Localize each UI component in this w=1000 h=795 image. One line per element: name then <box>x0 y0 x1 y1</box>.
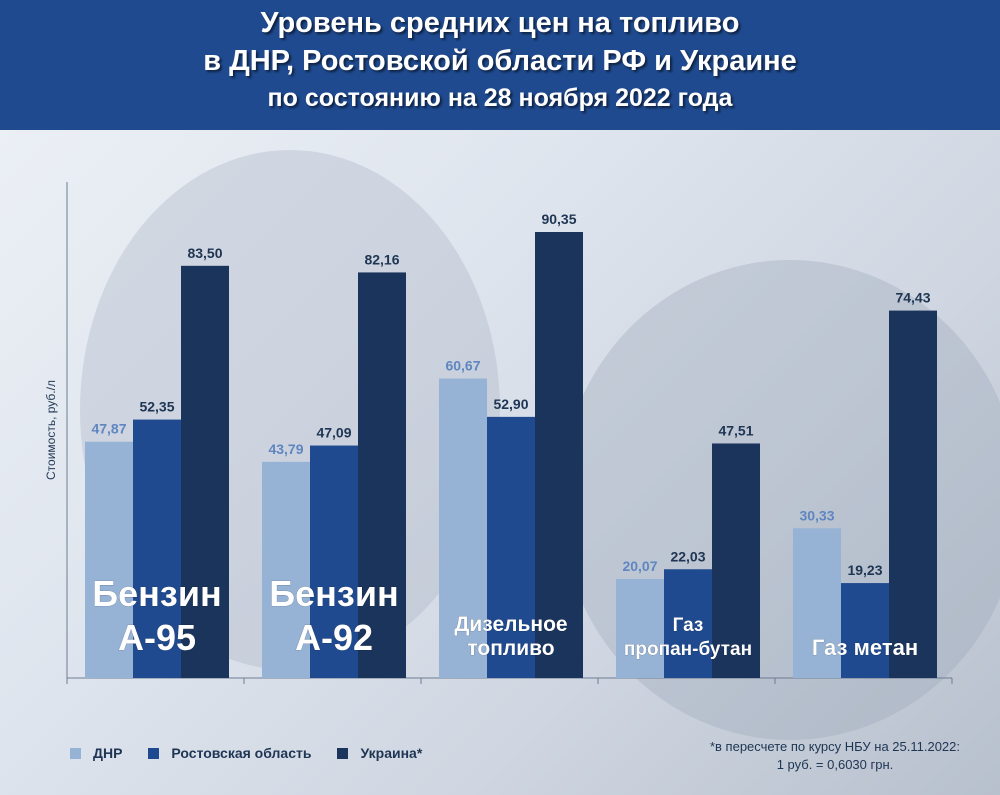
data-label-ukraine-4: 47,51 <box>718 422 753 438</box>
legend-item-dnr: ДНР <box>70 745 122 761</box>
data-label-rostov-2: 47,09 <box>316 425 351 441</box>
bar-chart: 47,8752,3583,50БензинА-9543,7947,0982,16… <box>66 182 953 684</box>
data-label-rostov-1: 52,35 <box>139 399 174 415</box>
bar-dnr-2 <box>262 461 310 678</box>
footnote: *в пересчете по курсу НБУ на 25.11.2022:… <box>710 738 960 774</box>
legend-swatch-ukraine <box>337 747 349 759</box>
bar-rostov-3 <box>487 416 535 678</box>
bar-ukraine-1 <box>181 265 229 678</box>
data-label-dnr-2: 43,79 <box>268 441 303 457</box>
data-label-ukraine-2: 82,16 <box>364 251 399 267</box>
data-label-ukraine-3: 90,35 <box>541 211 576 227</box>
footnote-line-2: 1 руб. = 0,6030 грн. <box>776 757 894 772</box>
data-label-ukraine-5: 74,43 <box>895 290 930 306</box>
bar-rostov-4 <box>664 569 712 678</box>
legend-label-dnr: ДНР <box>93 745 123 761</box>
category-label-4: Газ <box>673 615 704 636</box>
footnote-line-1: *в пересчете по курсу НБУ на 25.11.2022: <box>709 739 960 754</box>
title-line-1: Уровень средних цен на топливо <box>260 7 740 39</box>
category-label-3: топливо <box>467 637 554 660</box>
legend-swatch-rostov <box>148 747 160 759</box>
category-label-5: Газ метан <box>812 635 918 660</box>
bar-ukraine-4 <box>712 443 760 678</box>
bar-ukraine-5 <box>889 310 937 678</box>
data-label-ukraine-1: 83,50 <box>187 245 222 261</box>
category-label-2: А-92 <box>295 617 373 658</box>
category-label-1: А-95 <box>118 617 196 658</box>
header-banner: Уровень средних цен на топливо в ДНР, Ро… <box>0 0 1000 130</box>
bar-dnr-1 <box>85 441 133 678</box>
legend-item-ukraine: Украина* <box>337 745 422 761</box>
legend-item-rostov: Ростовская область <box>148 745 311 761</box>
legend-swatch-dnr <box>70 747 81 759</box>
data-label-rostov-3: 52,90 <box>493 396 528 412</box>
data-label-rostov-5: 19,23 <box>847 562 882 578</box>
bar-rostov-5 <box>841 583 889 678</box>
legend-label-rostov: Ростовская область <box>171 745 312 761</box>
legend: ДНР Ростовская область Украина* <box>70 742 448 764</box>
bar-ukraine-2 <box>358 272 406 678</box>
bar-dnr-3 <box>439 378 487 678</box>
title-line-3: по состоянию на 28 ноября 2022 года <box>267 84 733 112</box>
bar-rostov-1 <box>133 419 181 678</box>
data-label-rostov-4: 22,03 <box>670 548 705 564</box>
data-label-dnr-3: 60,67 <box>445 358 480 374</box>
category-label-4: пропан-бутан <box>624 639 752 660</box>
category-label-1: Бензин <box>92 573 221 614</box>
category-label-3: Дизельное <box>454 613 567 636</box>
bar-ukraine-3 <box>535 232 583 678</box>
title-line-2: в ДНР, Ростовской области РФ и Украине <box>203 45 797 77</box>
data-label-dnr-1: 47,87 <box>91 421 126 437</box>
data-label-dnr-4: 20,07 <box>622 558 657 574</box>
bar-dnr-4 <box>616 578 664 678</box>
bar-dnr-5 <box>793 528 841 678</box>
category-label-2: Бензин <box>269 573 398 614</box>
legend-label-ukraine: Украина* <box>360 745 423 761</box>
bar-rostov-2 <box>310 445 358 678</box>
data-label-dnr-5: 30,33 <box>799 507 834 523</box>
